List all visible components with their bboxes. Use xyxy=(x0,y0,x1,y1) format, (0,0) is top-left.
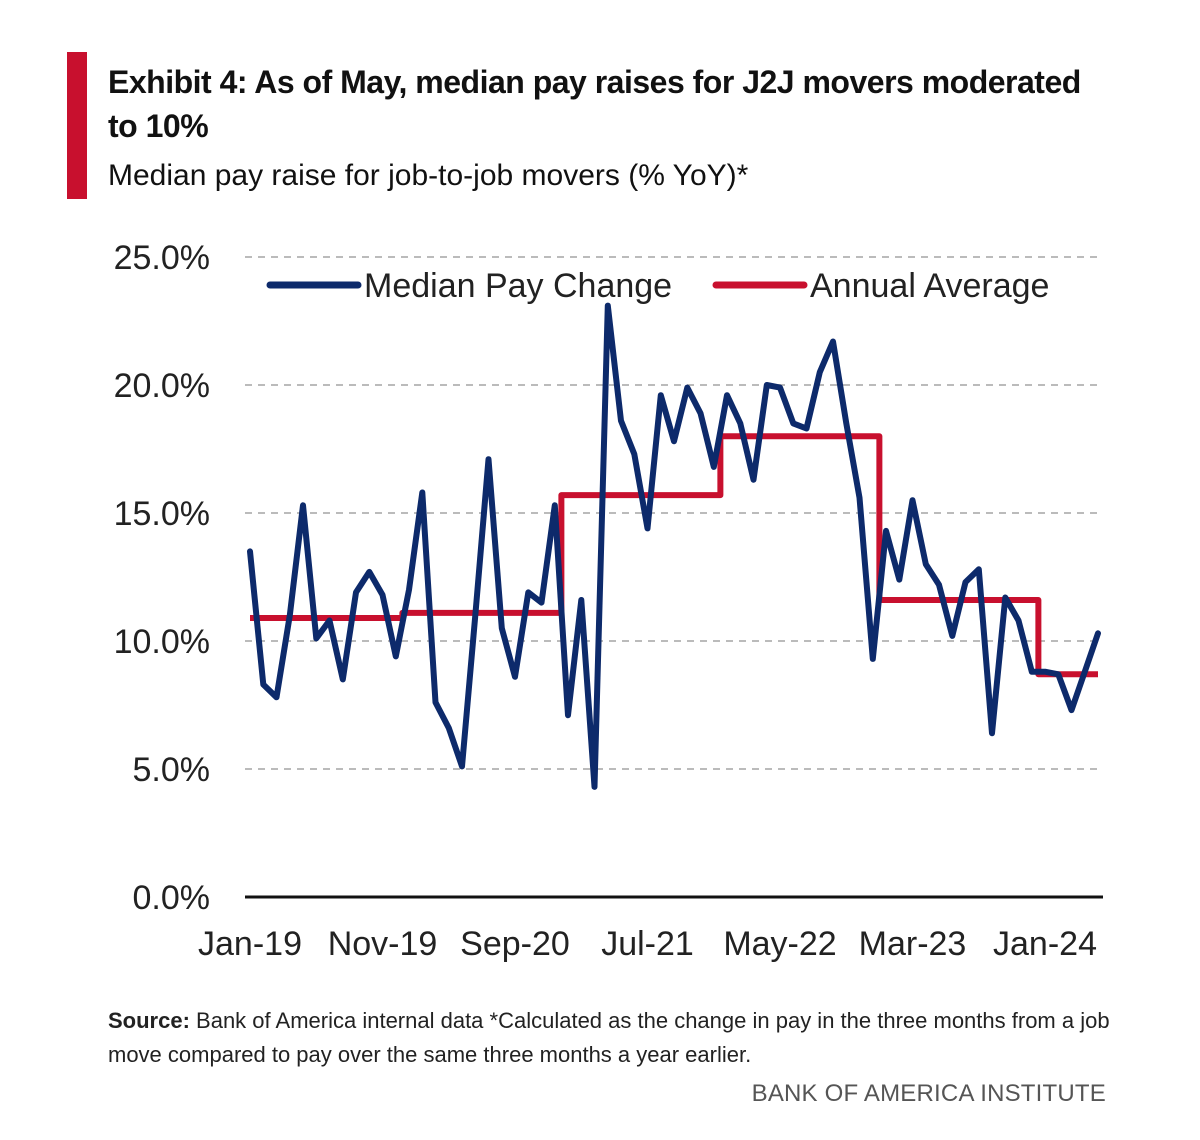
y-tick-label: 0.0% xyxy=(133,879,211,917)
series-layer xyxy=(247,302,1101,790)
x-tick-label: Jan-24 xyxy=(993,925,1097,963)
y-tick-label: 20.0% xyxy=(114,367,210,405)
x-axis-ticks: Jan-19 Nov-19 Sep-20 Jul-21 May-22 Mar-23 Jan-… xyxy=(198,925,1097,963)
x-tick-label: Jan-19 xyxy=(198,925,302,963)
legend-median-label: Median Pay Change xyxy=(364,267,672,305)
source-text: Bank of America internal data *Calculate… xyxy=(108,1008,1110,1067)
median-pay-change-line xyxy=(247,302,1101,790)
annual-average-line xyxy=(250,433,1098,678)
x-tick-label: Jul-21 xyxy=(601,925,694,963)
y-tick-label: 15.0% xyxy=(114,495,210,533)
source-note: Source: Bank of America internal data *C… xyxy=(108,1004,1118,1072)
legend: Median Pay Change Annual Average xyxy=(266,267,1049,305)
legend-average-label: Annual Average xyxy=(810,267,1049,305)
brand-label: BANK OF AMERICA INSTITUTE xyxy=(751,1080,1106,1107)
accent-bar xyxy=(67,52,87,199)
x-tick-label: Nov-19 xyxy=(328,925,438,963)
y-axis-ticks: 0.0% 5.0% 10.0% 15.0% 20.0% 25.0% xyxy=(114,239,210,917)
y-tick-label: 25.0% xyxy=(114,239,210,277)
x-tick-label: Sep-20 xyxy=(460,925,570,963)
x-tick-label: Mar-23 xyxy=(859,925,967,963)
y-tick-label: 5.0% xyxy=(133,751,211,789)
chart-title: Exhibit 4: As of May, median pay raises … xyxy=(108,64,1081,144)
x-tick-label: May-22 xyxy=(723,925,836,963)
line-chart: 0.0% 5.0% 10.0% 15.0% 20.0% 25.0% Jan-19 Nov-1… xyxy=(114,239,1103,963)
source-label: Source: xyxy=(108,1008,190,1033)
chart-subtitle: Median pay raise for job-to-job movers (… xyxy=(108,159,749,192)
y-tick-label: 10.0% xyxy=(114,623,210,661)
gridlines xyxy=(245,256,1103,770)
